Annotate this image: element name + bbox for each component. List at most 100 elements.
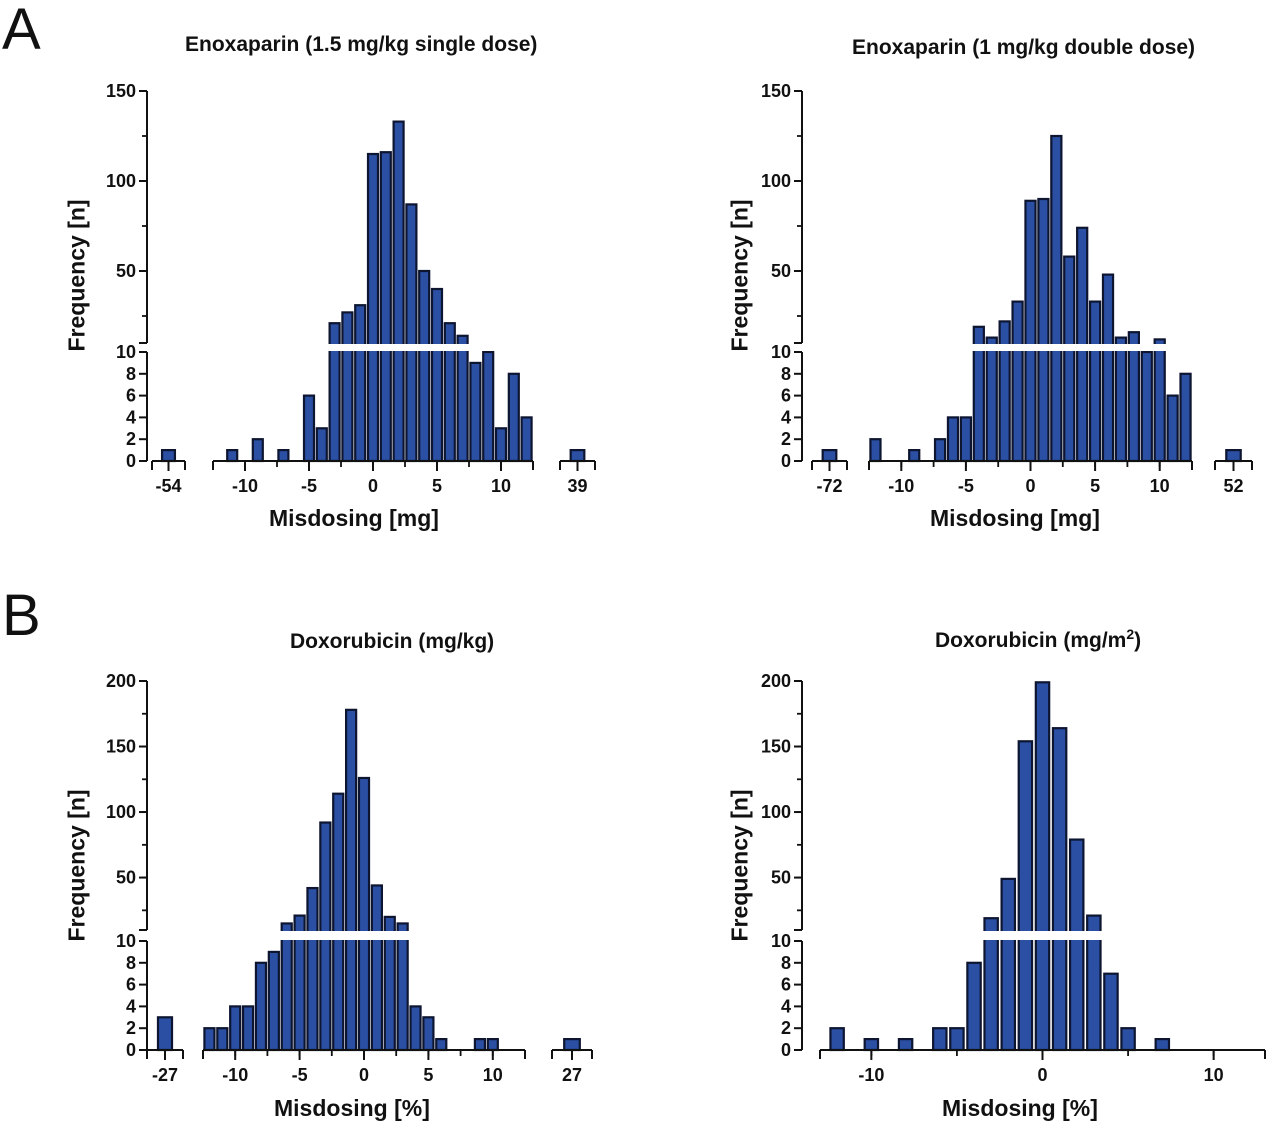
y-tick-label: 2: [781, 429, 791, 449]
y-tick-label: 10: [116, 931, 136, 951]
panel-letter-a: A: [2, 0, 41, 62]
histogram-bar: [1024, 199, 1037, 463]
histogram-bar: [456, 334, 469, 463]
x-tick-label: 0: [1025, 476, 1035, 496]
x-tick-label: -5: [958, 476, 974, 496]
histogram-bar: [332, 792, 345, 1052]
axis-break-band: [803, 344, 1261, 351]
histogram-bar: [306, 886, 319, 1052]
histogram-bar: [203, 1027, 216, 1052]
y-tick-label: 6: [126, 386, 136, 406]
histogram-bar: [932, 1027, 948, 1052]
histogram-bar: [469, 361, 482, 463]
histogram-bar: [897, 1038, 914, 1052]
x-tick-label: 5: [432, 476, 442, 496]
histogram-bar: [357, 776, 371, 1052]
histogram-bar: [933, 438, 947, 463]
axis-break-band: [148, 931, 621, 940]
x-tick-label: 10: [1150, 476, 1170, 496]
y-tick-label: 200: [106, 671, 136, 691]
y-tick-label: 150: [106, 737, 136, 757]
x-tick-label: -10: [222, 1065, 248, 1085]
y-tick-label: 100: [106, 171, 136, 191]
histogram-bar: [563, 1038, 581, 1052]
histogram-bar: [1127, 331, 1140, 463]
x-tick-label: 10: [483, 1065, 503, 1085]
histogram-bar: [985, 336, 998, 463]
histogram-bar: [156, 1016, 174, 1052]
histogram-bar: [354, 304, 367, 463]
y-tick-label: 2: [126, 429, 136, 449]
histogram-bar: [216, 1027, 229, 1052]
histogram-bar: [443, 322, 456, 463]
x-tick-label: -54: [155, 476, 181, 496]
x-tick-label: -10: [888, 476, 914, 496]
histogram-bar: [418, 269, 431, 463]
x-tick-label: 0: [1037, 1065, 1047, 1085]
histogram-bar: [366, 152, 380, 463]
y-tick-label: 8: [126, 953, 136, 973]
histogram-bar: [1103, 972, 1119, 1052]
histogram-bar: [1153, 338, 1166, 463]
y-tick-label: 150: [106, 81, 136, 101]
x-tick-label: -10: [232, 476, 258, 496]
histogram-bar: [277, 449, 290, 463]
x-axis-label: Misdosing [mg]: [930, 505, 1100, 531]
histogram-bar: [267, 950, 280, 1052]
y-tick-label: 4: [781, 407, 791, 427]
histogram-bar: [1000, 877, 1017, 1052]
histogram-bar: [998, 320, 1011, 463]
x-axis-label: Misdosing [%]: [274, 1095, 430, 1121]
histogram-bar: [1101, 273, 1115, 463]
histogram-bar: [520, 416, 533, 463]
x-axis-label: Misdosing [%]: [942, 1095, 1098, 1121]
histogram-bar: [396, 922, 409, 1052]
y-tick-label: 150: [761, 737, 791, 757]
y-tick-label: 0: [781, 451, 791, 471]
histogram-bar: [569, 449, 586, 463]
x-tick-label: 10: [491, 476, 511, 496]
histogram-bar: [315, 427, 328, 463]
chart-title: Enoxaparin (1 mg/kg double dose): [852, 36, 1196, 59]
y-tick-label: 6: [781, 975, 791, 995]
histogram-bar: [422, 1016, 435, 1052]
y-tick-label: 150: [761, 81, 791, 101]
y-tick-label: 100: [106, 802, 136, 822]
y-tick-label: 100: [761, 802, 791, 822]
histogram-bar: [226, 449, 239, 463]
chart-title: Doxorubicin (mg/m2): [935, 626, 1141, 653]
histogram-bar: [251, 438, 264, 463]
chart-title: Enoxaparin (1.5 mg/kg single dose): [185, 33, 538, 56]
histogram-bar: [1037, 197, 1050, 463]
histogram-bar: [829, 1027, 845, 1052]
y-tick-label: 50: [116, 868, 136, 888]
histogram-bar: [908, 449, 921, 463]
histogram-bar: [473, 1038, 487, 1052]
histogram-bar: [946, 416, 960, 463]
y-tick-label: 10: [771, 931, 791, 951]
histogram-bar: [1179, 372, 1192, 463]
axis-break-band: [803, 931, 1261, 940]
axis-break-band: [148, 344, 621, 351]
histogram-bar: [370, 884, 384, 1052]
chart-doxorubicin-mg-kg: Doxorubicin (mg/kg) Frequency [n] Misdos…: [0, 560, 640, 1122]
histogram-bar: [1154, 1038, 1171, 1052]
histogram-bar: [379, 151, 392, 463]
histogram-bar: [1017, 740, 1034, 1052]
histogram-bar: [409, 1005, 422, 1052]
histogram-bar: [1120, 1027, 1136, 1052]
x-tick-label: -72: [816, 476, 842, 496]
histogram-bar: [966, 961, 982, 1052]
x-tick-label: -27: [152, 1065, 178, 1085]
y-tick-label: 4: [126, 996, 136, 1016]
chart-title-end: ): [1134, 629, 1142, 652]
histogram-bar: [821, 449, 838, 463]
histogram-bar: [344, 708, 358, 1052]
histogram-bar: [949, 1027, 965, 1052]
histogram-bar: [430, 287, 444, 463]
chart-title-text: Doxorubicin (mg/m: [935, 629, 1127, 652]
chart-enoxaparin-single-dose: Enoxaparin (1.5 mg/kg single dose) Frequ…: [0, 0, 640, 560]
x-tick-label: 27: [562, 1065, 582, 1085]
x-tick-label: 5: [1090, 476, 1100, 496]
